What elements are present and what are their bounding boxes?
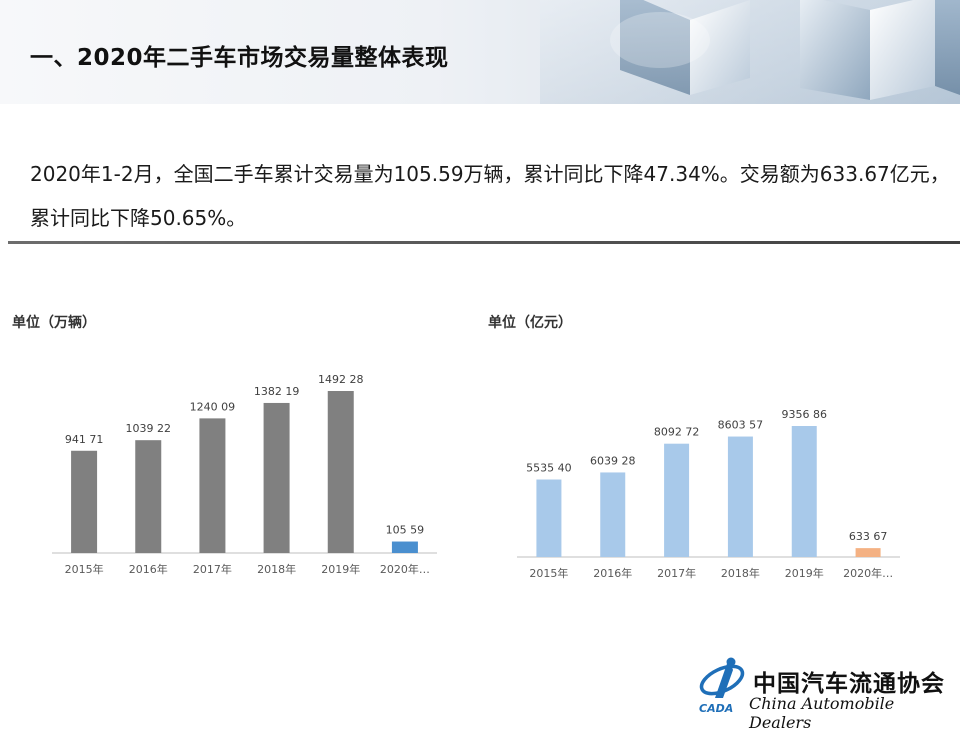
x-tick-label: 2019年 bbox=[321, 562, 360, 576]
bar bbox=[71, 450, 98, 553]
data-label: 9356 86 bbox=[782, 408, 828, 421]
bar bbox=[135, 440, 162, 553]
x-tick-label: 2018年 bbox=[721, 566, 760, 580]
bar bbox=[664, 443, 690, 557]
decorative-cubes-image bbox=[540, 0, 960, 104]
data-label: 633 67 bbox=[849, 530, 888, 543]
bar bbox=[791, 426, 817, 557]
organization-name-en: China Automobile Dealers bbox=[749, 694, 895, 732]
data-label: 941 71 bbox=[65, 433, 104, 446]
bar bbox=[855, 548, 881, 557]
x-tick-label: 2016年 bbox=[593, 566, 632, 580]
bar bbox=[263, 402, 290, 553]
data-label: 5535 40 bbox=[526, 462, 572, 475]
chart-value: 5535 40 2015年 6039 28 2016年 8092 72 2017年 8603… bbox=[517, 408, 900, 580]
x-tick-label: 2019年 bbox=[785, 566, 824, 580]
data-label: 105 59 bbox=[386, 524, 425, 537]
data-label: 6039 28 bbox=[590, 454, 636, 467]
data-label: 1240 09 bbox=[190, 400, 236, 413]
cada-mark-text: CADA bbox=[699, 702, 733, 715]
x-tick-label: 2020年… bbox=[843, 566, 893, 580]
cada-emblem-icon: CADA bbox=[699, 657, 745, 715]
bar bbox=[199, 418, 226, 553]
chart-value-unit-label: 单位（亿元） bbox=[488, 315, 572, 331]
divider bbox=[8, 241, 960, 244]
x-tick-label: 2017年 bbox=[657, 566, 696, 580]
bar bbox=[391, 541, 418, 553]
chart-volume: 941 71 2015年 1039 22 2016年 1240 09 2017年 1382 … bbox=[52, 373, 437, 576]
data-label: 1382 19 bbox=[254, 385, 300, 398]
x-tick-label: 2016年 bbox=[129, 562, 168, 576]
chart-volume-unit-label: 单位（万辆） bbox=[12, 315, 96, 331]
data-label: 8603 57 bbox=[718, 419, 764, 432]
bar bbox=[536, 479, 562, 557]
x-tick-label: 2015年 bbox=[65, 562, 104, 576]
organization-name-cn: 中国汽车流通协会 bbox=[753, 671, 945, 697]
summary-paragraph: 2020年1-2月，全国二手车累计交易量为105.59万辆，累计同比下降47.3… bbox=[30, 162, 950, 230]
data-label: 8092 72 bbox=[654, 426, 700, 439]
x-tick-label: 2017年 bbox=[193, 562, 232, 576]
x-tick-label: 2018年 bbox=[257, 562, 296, 576]
slide-title: 一、2020年二手车市场交易量整体表现 bbox=[30, 45, 449, 71]
data-label: 1039 22 bbox=[126, 422, 172, 435]
header-banner: 一、2020年二手车市场交易量整体表现 bbox=[0, 0, 960, 104]
data-label: 1492 28 bbox=[318, 373, 364, 386]
bar bbox=[327, 391, 354, 553]
cada-logo: CADA 中国汽车流通协会 China Automobile Dealers bbox=[695, 654, 957, 732]
x-tick-label: 2015年 bbox=[529, 566, 568, 580]
bar bbox=[727, 436, 753, 557]
x-tick-label: 2020年… bbox=[380, 562, 430, 576]
bar bbox=[600, 472, 626, 557]
